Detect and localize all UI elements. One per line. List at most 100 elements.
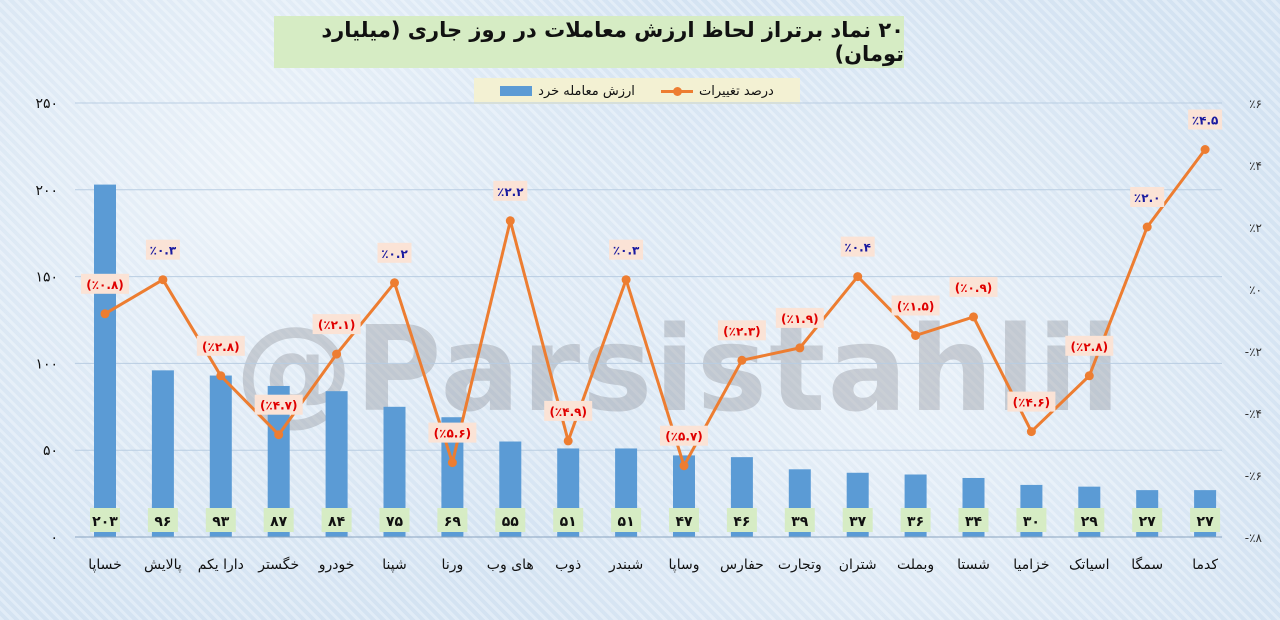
line-point xyxy=(737,355,747,365)
line-value-label: (٪۰.۸) xyxy=(86,278,124,292)
bar-value-box xyxy=(1016,508,1047,532)
line-value-box xyxy=(81,273,129,294)
category-label: کدما xyxy=(1192,557,1218,573)
bar-value-label: ۹۳ xyxy=(212,514,230,530)
right-tick-label: -٪۸ xyxy=(1245,531,1263,545)
bar-value-box xyxy=(437,508,468,532)
line-value-box xyxy=(312,314,361,335)
bar xyxy=(209,375,232,537)
left-tick-label: ۵۰ xyxy=(43,443,58,459)
bar-value-box xyxy=(90,508,120,532)
bar xyxy=(267,385,290,537)
line-path xyxy=(104,148,1207,468)
data-labels: ۲۰۳ ۹۶ ۹۳ ۸۷ ۸۴ ۷۵ ۶۹ ۵۵ ۵۱ ۵۱ ۴۷ ۴۶ ۳۹ ۳۷ ۳۶ ۳۴ ۳۰ ۲۹ ۲۷ ۲… xyxy=(81,109,1223,532)
left-tick-label: ۰ xyxy=(50,530,58,546)
line-value-box xyxy=(493,180,528,201)
category-label: خگستر xyxy=(257,556,299,573)
bar-value-box xyxy=(842,508,873,532)
line-point xyxy=(505,216,515,226)
line-value-box xyxy=(840,236,875,257)
bar-value-box xyxy=(1074,508,1105,532)
line-value-label: ٪۴.۵ xyxy=(1192,114,1219,128)
left-tick-label: ۲۰۰ xyxy=(35,183,58,199)
bar-value-box xyxy=(205,508,236,532)
bar-value-label: ۲۰۳ xyxy=(92,514,118,530)
line-value-box xyxy=(254,394,303,415)
bar-value-box xyxy=(147,508,178,532)
line-point xyxy=(100,309,110,319)
bar-value-label: ۳۶ xyxy=(907,514,924,530)
line-value-box xyxy=(544,400,593,421)
line-value-label: (٪۲.۸) xyxy=(1071,340,1109,354)
category-label: اسیاتک xyxy=(1069,557,1110,573)
category-label: حفارس xyxy=(720,557,764,573)
bar-value-label: ۶۹ xyxy=(444,514,462,530)
line-value-box xyxy=(891,295,940,316)
bar-value-box xyxy=(784,508,815,532)
bar-value-label: ۹۶ xyxy=(154,514,171,530)
line-value-label: (٪۲.۳) xyxy=(723,324,761,338)
line-value-box xyxy=(196,335,245,356)
line-value-box xyxy=(775,307,824,328)
right-tick-label: -٪۲ xyxy=(1245,345,1262,359)
right-tick-label: ٪۲ xyxy=(1249,221,1262,235)
right-tick-label: -٪۶ xyxy=(1245,469,1262,483)
line-value-box xyxy=(1188,109,1223,130)
bar-value-label: ۲۷ xyxy=(1139,514,1157,530)
line-point xyxy=(1200,145,1210,154)
legend-line-swatch xyxy=(661,86,694,96)
legend-bar-swatch xyxy=(500,86,533,96)
bar-value-label: ۵۱ xyxy=(618,514,635,530)
line-value-box xyxy=(145,239,180,260)
bar-value-label: ۳۷ xyxy=(849,514,867,530)
category-label: وبملت xyxy=(897,557,934,573)
bar-value-label: ۲۷ xyxy=(1197,514,1215,530)
line-point xyxy=(911,331,921,340)
line-value-box xyxy=(1065,335,1114,356)
line-value-label: (٪۴.۹) xyxy=(549,405,587,419)
line-value-label: (٪۵.۶) xyxy=(434,427,472,441)
line-value-box xyxy=(949,276,998,297)
bar-value-box xyxy=(900,508,931,532)
legend-item-bar: ارزش معامله خرد xyxy=(500,84,635,99)
category-label: های وب xyxy=(487,557,534,573)
bar-value-label: ۲۹ xyxy=(1081,514,1099,530)
bar-value-label: ۷۵ xyxy=(386,514,404,530)
category-label: شپنا xyxy=(382,557,406,573)
gridlines xyxy=(75,102,1222,538)
bar-value-label: ۸۴ xyxy=(328,514,346,530)
line-value-label: (٪۵.۷) xyxy=(665,430,703,444)
line-series xyxy=(100,145,1210,471)
line-point xyxy=(158,275,168,285)
line-value-label: (٪۲.۱) xyxy=(318,318,356,332)
line-point xyxy=(216,371,226,381)
line-value-label: (٪۲.۸) xyxy=(202,340,240,354)
category-label: سمگا xyxy=(1131,556,1163,573)
bar-value-label: ۵۱ xyxy=(560,514,577,530)
line-point xyxy=(853,272,863,282)
bar-value-box xyxy=(958,508,989,532)
line-point xyxy=(795,343,805,353)
bar xyxy=(325,391,348,537)
category-label: وتجارت xyxy=(778,557,822,573)
line-point xyxy=(969,312,978,322)
line-value-label: ٪۰.۴ xyxy=(844,241,871,255)
bar-value-box xyxy=(263,508,294,532)
bar-value-box xyxy=(726,508,757,532)
bar xyxy=(94,184,116,538)
category-label: دارا یکم xyxy=(198,557,244,573)
bar-value-box xyxy=(1190,508,1221,532)
bar-value-box xyxy=(1132,508,1163,532)
line-value-box xyxy=(717,320,766,341)
line-point xyxy=(679,461,689,471)
line-value-box xyxy=(1007,391,1056,412)
line-point xyxy=(447,458,457,468)
bar-series xyxy=(94,184,1217,538)
bar-value-label: ۵۵ xyxy=(502,514,520,530)
legend-line-label: درصد تغییرات xyxy=(699,83,774,99)
bar-value-label: ۳۹ xyxy=(791,514,809,530)
bar-value-label: ۳۰ xyxy=(1023,514,1040,530)
right-tick-label: ٪۴ xyxy=(1249,159,1262,173)
right-tick-label: -٪۴ xyxy=(1245,407,1262,421)
line-value-box xyxy=(1130,187,1165,207)
